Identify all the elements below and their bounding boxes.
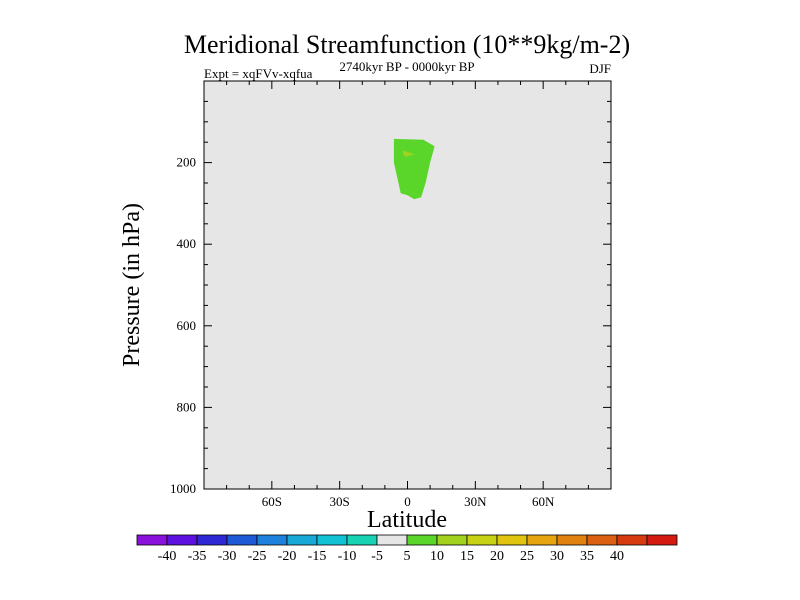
colorbar-label: -25 <box>248 549 267 564</box>
colorbar-label: -40 <box>158 549 177 564</box>
colorbar: -40 -35 -30 -25 -20 -15 -10 -5 5 10 15 20 25 30 35 40 <box>136 534 678 564</box>
x-tick-label: 60N <box>532 494 555 509</box>
colorbar-box <box>556 534 588 546</box>
colorbar-box <box>436 534 468 546</box>
chart-title: Meridional Streamfunction (10**9kg/m-2) <box>184 30 630 59</box>
colorbar-box <box>646 534 678 546</box>
colorbar-label: -35 <box>188 549 207 564</box>
subtitle-center: 2740kyr BP - 0000kyr BP <box>339 59 474 74</box>
y-tick-label: 800 <box>177 399 197 414</box>
colorbar-box <box>466 534 498 546</box>
x-tick-label: 0 <box>404 494 411 509</box>
colorbar-box <box>286 534 318 546</box>
colorbar-label: -30 <box>218 549 237 564</box>
colorbar-label: -15 <box>308 549 327 564</box>
colorbar-box <box>196 534 228 546</box>
colorbar-box <box>136 534 168 546</box>
colorbar-box <box>406 534 438 546</box>
contour-region-2 <box>403 150 415 157</box>
colorbar-box <box>496 534 528 546</box>
subtitle-right: DJF <box>589 61 611 76</box>
colorbar-label: 15 <box>460 549 474 564</box>
plot-area: 60S 30S 0 30N 60N 200 400 600 800 1000 <box>170 80 612 509</box>
colorbar-box <box>586 534 618 546</box>
y-tick-label: 200 <box>177 155 197 170</box>
y-tick-label: 1000 <box>170 481 196 496</box>
y-axis-label: Pressure (in hPa) <box>119 203 145 367</box>
colorbar-box <box>166 534 198 546</box>
colorbar-label: -5 <box>371 549 383 564</box>
y-tick-label: 400 <box>177 236 197 251</box>
subtitle-left: Expt = xqFVv-xqfua <box>204 66 313 81</box>
colorbar-box <box>226 534 258 546</box>
x-tick-label: 30N <box>464 494 487 509</box>
colorbar-label: 35 <box>580 549 594 564</box>
colorbar-box <box>616 534 648 546</box>
x-tick-label: 60S <box>262 494 282 509</box>
x-axis-label: Latitude <box>367 507 447 533</box>
colorbar-label: -10 <box>338 549 357 564</box>
colorbar-box <box>256 534 288 546</box>
colorbar-label: 5 <box>404 549 411 564</box>
contour-regions <box>393 138 435 200</box>
colorbar-label: 10 <box>430 549 444 564</box>
colorbar-box <box>316 534 348 546</box>
colorbar-box <box>526 534 558 546</box>
colorbar-label: 25 <box>520 549 534 564</box>
colorbar-box <box>346 534 378 546</box>
axis-ticks: 60S 30S 0 30N 60N 200 400 600 800 1000 <box>170 81 611 509</box>
colorbar-label: 20 <box>490 549 504 564</box>
x-tick-label: 30S <box>330 494 350 509</box>
colorbar-label: -20 <box>278 549 297 564</box>
colorbar-box <box>376 534 408 546</box>
y-tick-label: 600 <box>177 318 197 333</box>
colorbar-label: 30 <box>550 549 564 564</box>
colorbar-label: 40 <box>610 549 624 564</box>
